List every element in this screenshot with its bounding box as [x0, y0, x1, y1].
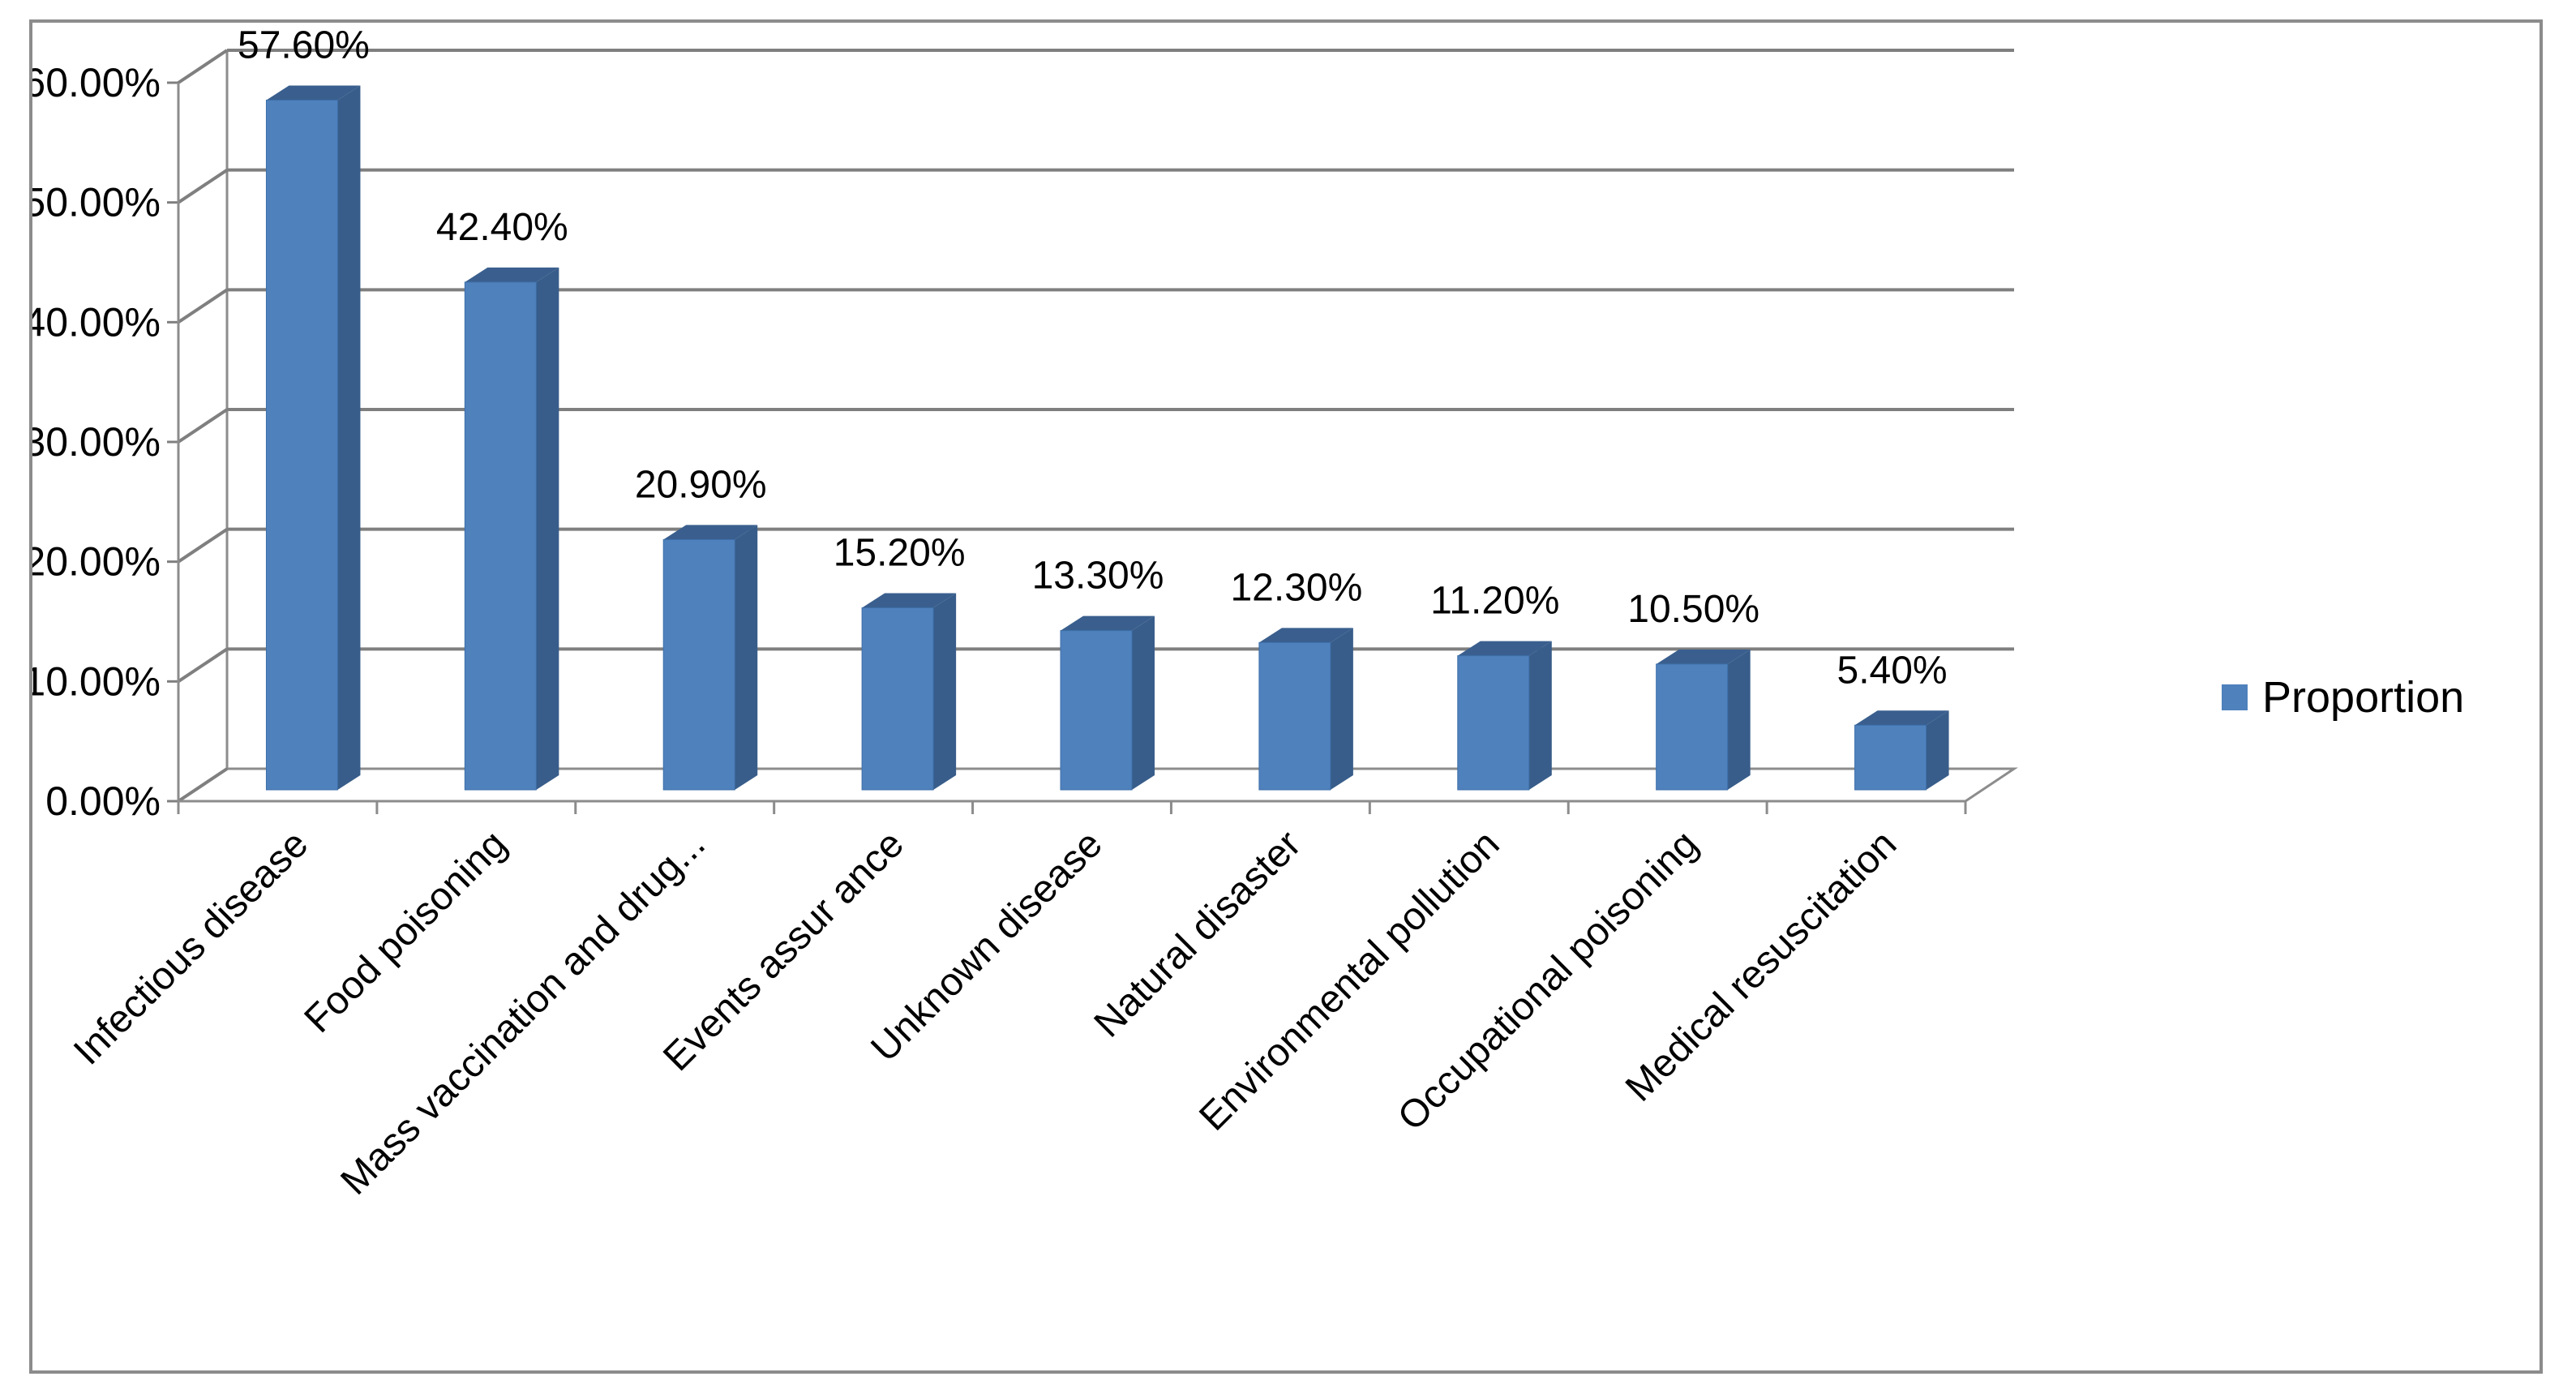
bar-side	[735, 525, 758, 790]
bars	[265, 85, 1949, 791]
gridline-diagonal	[177, 528, 229, 564]
data-label: 57.60%	[238, 24, 370, 66]
bar	[464, 281, 537, 791]
y-tick-label: 10.00%	[32, 658, 161, 704]
bar-side	[337, 85, 361, 790]
bar-side	[1926, 710, 1949, 790]
data-label: 10.50%	[1627, 588, 1759, 631]
bar-top	[465, 267, 559, 282]
bar-top	[862, 593, 957, 608]
gridline-diagonal	[177, 169, 229, 204]
data-label: 11.20%	[1430, 580, 1559, 623]
bar-top	[1854, 710, 1949, 726]
gridline-diagonal	[177, 408, 229, 444]
bar-top	[1258, 628, 1353, 643]
bar-top	[663, 525, 758, 540]
bar-top	[266, 85, 361, 101]
gridline-diagonal	[177, 49, 229, 84]
y-tick-label: 40.00%	[32, 299, 161, 345]
bar	[1854, 724, 1927, 791]
bar-top	[1061, 615, 1155, 631]
bar-chart: 0.00% 10.00% 20.00% 30.00% 40.00% 50.00% 60.00…	[32, 24, 2464, 1203]
bar-side	[536, 267, 559, 791]
legend: Proportion	[2222, 673, 2464, 722]
gridline-diagonal	[177, 288, 229, 324]
bar	[1457, 655, 1530, 791]
category-label: Infectious disease	[66, 822, 316, 1073]
y-tick-label: 20.00%	[32, 539, 161, 585]
bar	[265, 99, 338, 791]
legend-label: Proportion	[2262, 673, 2464, 722]
chart-frame: 0.00% 10.00% 20.00% 30.00% 40.00% 50.00% 60.00…	[29, 19, 2543, 1374]
bar-top	[1656, 649, 1751, 664]
y-tick-label: 0.00%	[45, 778, 161, 824]
y-axis: 0.00% 10.00% 20.00% 30.00% 40.00% 50.00% 60.00…	[32, 60, 180, 824]
bar	[1060, 630, 1133, 791]
bar-side	[1132, 615, 1155, 790]
bar	[662, 538, 735, 791]
bar-top	[1457, 641, 1552, 656]
category-label: Food poisoning	[297, 822, 516, 1041]
y-tick-label: 30.00%	[32, 419, 161, 465]
category-label: Mass vaccination and drug...	[332, 822, 714, 1203]
data-label: 13.30%	[1032, 555, 1164, 598]
category-label: Natural disaster	[1087, 822, 1309, 1045]
data-label: 42.40%	[436, 206, 568, 249]
bar-side	[1727, 649, 1751, 790]
bar-side	[1330, 628, 1353, 790]
bar	[861, 607, 934, 791]
bar-side	[933, 593, 957, 790]
gridline-diagonal	[177, 767, 229, 803]
x-axis	[177, 800, 1967, 814]
bar	[1258, 641, 1331, 791]
legend-swatch	[2222, 684, 2248, 710]
bar	[1656, 663, 1729, 791]
data-label: 5.40%	[1837, 649, 1948, 692]
y-tick-label: 50.00%	[32, 180, 161, 225]
y-tick-label: 60.00%	[32, 60, 161, 105]
data-labels: 57.60% 42.40% 20.90% 15.20% 13.30% 12.30% 11.2…	[238, 24, 1948, 692]
data-label: 20.90%	[635, 463, 767, 506]
data-label: 15.20%	[834, 532, 966, 575]
gridline-diagonal	[177, 647, 229, 683]
data-label: 12.30%	[1230, 566, 1362, 609]
bar-side	[1528, 641, 1552, 790]
